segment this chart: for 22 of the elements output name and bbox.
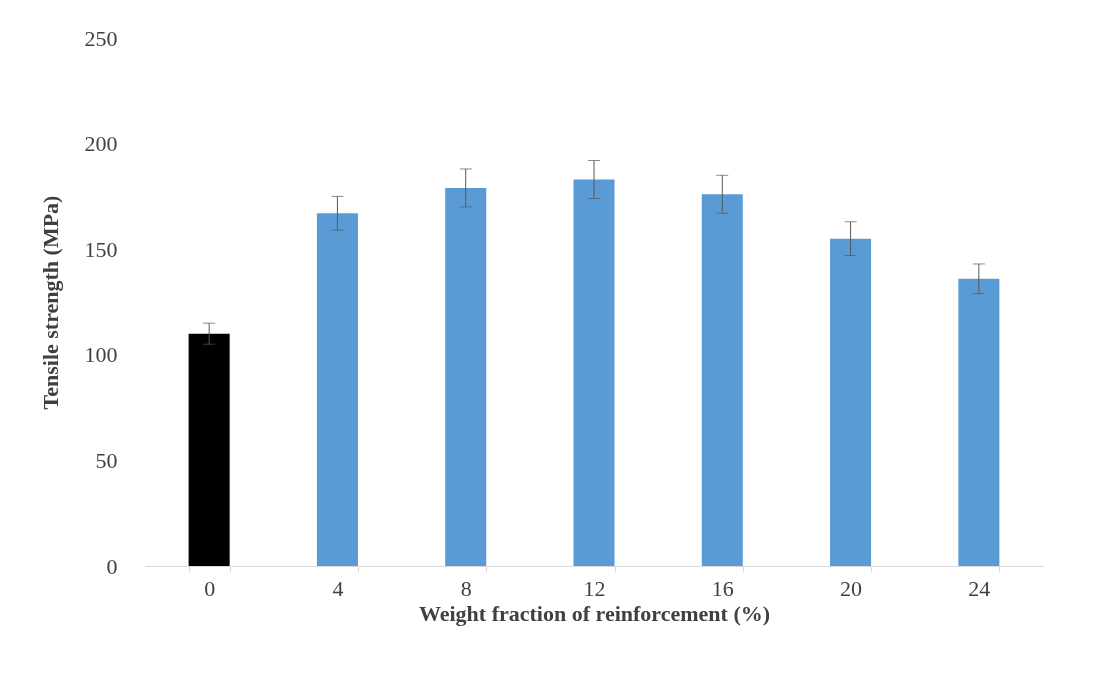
y-tick-label: 50	[95, 447, 118, 473]
bar	[958, 278, 1000, 566]
y-tick-label: 150	[84, 236, 118, 262]
y-tick-label: 250	[84, 25, 118, 51]
bar	[573, 179, 615, 566]
bar	[830, 238, 872, 566]
x-tick-label: 12	[583, 575, 606, 601]
y-tick-label: 100	[84, 342, 118, 368]
bar	[316, 213, 358, 566]
x-tick-label: 24	[968, 575, 991, 601]
bar	[445, 187, 487, 566]
x-tick-label: 20	[840, 575, 863, 601]
x-tick-label: 16	[711, 575, 734, 601]
x-tick-label: 0	[204, 575, 216, 601]
y-axis-title: Tensile strength (MPa)	[37, 195, 63, 410]
x-tick-label: 8	[460, 575, 472, 601]
x-tick-label: 4	[332, 575, 344, 601]
bar	[188, 333, 230, 566]
y-tick-label: 200	[84, 131, 118, 157]
y-tick-label: 0	[106, 553, 118, 579]
x-axis-title: Weight fraction of reinforcement (%)	[418, 600, 771, 626]
bar	[701, 194, 743, 566]
